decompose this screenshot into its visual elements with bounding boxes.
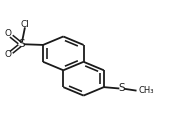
Text: CH₃: CH₃ xyxy=(138,86,154,95)
Text: S: S xyxy=(118,83,125,93)
Text: O: O xyxy=(4,50,11,59)
Text: Cl: Cl xyxy=(21,20,30,29)
Text: O: O xyxy=(4,29,11,38)
Text: S: S xyxy=(18,39,25,49)
